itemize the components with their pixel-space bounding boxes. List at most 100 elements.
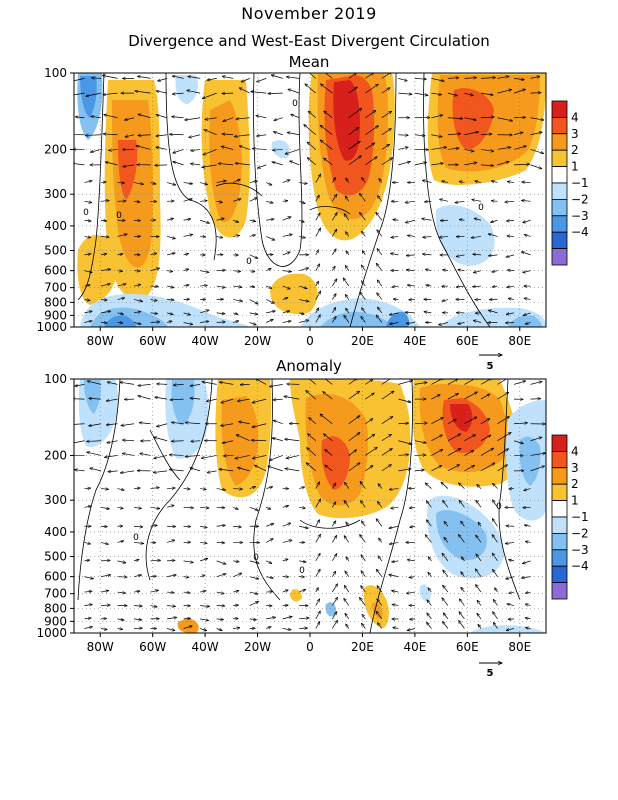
anomaly-reference-vector-label: 5 xyxy=(487,668,494,679)
wind-vector xyxy=(140,453,151,456)
wind-vector xyxy=(392,286,399,287)
x-tick-label: 20E xyxy=(351,334,374,348)
colorbar-label: −1 xyxy=(571,510,589,524)
wind-vector xyxy=(464,149,474,151)
wind-vector xyxy=(90,468,102,472)
wind-vector xyxy=(464,392,477,400)
wind-vector xyxy=(156,147,168,150)
wind-vector xyxy=(530,466,545,472)
wind-vector xyxy=(477,613,482,620)
mean-conv-45w xyxy=(175,75,198,104)
mean-contour-label: 0 xyxy=(83,208,89,218)
wind-vector xyxy=(459,599,465,606)
wind-vector xyxy=(307,158,316,166)
wind-vector xyxy=(521,200,531,201)
wind-vector xyxy=(133,507,141,508)
wind-vector xyxy=(154,437,168,442)
wind-vector xyxy=(117,322,123,323)
wind-vector xyxy=(360,535,366,543)
wind-vector xyxy=(216,322,226,323)
wind-vector xyxy=(273,399,283,400)
anomaly-vectors xyxy=(74,379,545,631)
wind-vector xyxy=(117,619,124,620)
wind-vector xyxy=(216,201,223,202)
wind-vector xyxy=(266,577,273,579)
wind-vector xyxy=(166,218,173,220)
wind-vector xyxy=(525,618,531,619)
wind-vector xyxy=(306,390,316,400)
wind-vector xyxy=(133,300,142,302)
wind-vector xyxy=(414,162,427,166)
wind-vector xyxy=(414,455,426,456)
wind-vector xyxy=(282,540,292,543)
wind-vector xyxy=(305,84,316,94)
colorbar-swatch xyxy=(551,533,568,551)
wind-vector xyxy=(497,379,510,385)
wind-vector xyxy=(75,384,85,386)
wind-vector xyxy=(361,521,366,527)
wind-vector xyxy=(414,470,424,471)
wind-vector xyxy=(459,181,465,182)
wind-vector xyxy=(133,560,139,561)
wind-vector xyxy=(106,424,118,425)
wind-vector xyxy=(497,90,511,94)
colorbar-swatch xyxy=(551,565,568,584)
wind-vector xyxy=(458,621,465,629)
wind-vector xyxy=(84,560,89,561)
wind-vector xyxy=(320,140,333,150)
wind-vector xyxy=(393,627,399,628)
y-tick-label: 200 xyxy=(44,448,67,462)
wind-vector xyxy=(442,500,449,508)
wind-vector xyxy=(191,164,201,165)
wind-vector xyxy=(393,219,399,220)
wind-vector xyxy=(398,162,410,166)
wind-vector xyxy=(183,254,189,255)
wind-vector xyxy=(200,507,209,508)
wind-vector xyxy=(134,201,140,202)
wind-vector xyxy=(377,599,383,606)
y-tick-label: 1000 xyxy=(36,626,67,640)
wind-vector xyxy=(234,134,250,137)
wind-vector xyxy=(249,506,258,510)
wind-vector xyxy=(376,519,383,527)
wind-vector xyxy=(530,149,544,153)
wind-vector xyxy=(473,254,482,255)
wind-vector xyxy=(348,73,357,79)
wind-vector xyxy=(497,417,509,425)
wind-vector xyxy=(100,200,109,201)
wind-vector xyxy=(461,557,465,562)
wind-vector xyxy=(348,87,357,94)
wind-vector xyxy=(233,573,242,577)
wind-vector xyxy=(235,163,250,166)
wind-vector xyxy=(523,271,531,273)
y-tick-label: 400 xyxy=(44,525,67,539)
wind-vector xyxy=(183,489,191,490)
wind-vector xyxy=(414,92,428,95)
wind-vector xyxy=(346,624,350,629)
wind-vector xyxy=(316,588,319,593)
wind-vector xyxy=(156,115,168,119)
mean-conv-low-east-2 xyxy=(508,315,542,327)
wind-vector xyxy=(345,196,350,202)
wind-vector xyxy=(299,220,304,222)
wind-vector xyxy=(398,135,408,136)
wind-vector xyxy=(282,217,291,221)
wind-vector xyxy=(249,313,258,315)
wind-vector xyxy=(252,423,267,428)
mean-contour-labels: 0 0 0 0 0 xyxy=(83,99,484,267)
wind-vector xyxy=(464,132,478,136)
wind-vector xyxy=(324,158,333,166)
wind-vector xyxy=(497,449,508,456)
wind-vector xyxy=(200,321,209,322)
wind-vector xyxy=(525,604,531,606)
wind-vector xyxy=(121,423,135,426)
wind-vector xyxy=(422,180,432,183)
wind-vector xyxy=(202,164,217,168)
colorbar-swatch xyxy=(551,500,568,518)
wind-vector xyxy=(251,440,267,441)
wind-vector xyxy=(103,134,118,135)
wind-vector xyxy=(299,285,307,288)
wind-vector xyxy=(233,235,239,236)
wind-vector xyxy=(381,73,392,79)
wind-vector xyxy=(324,111,333,119)
